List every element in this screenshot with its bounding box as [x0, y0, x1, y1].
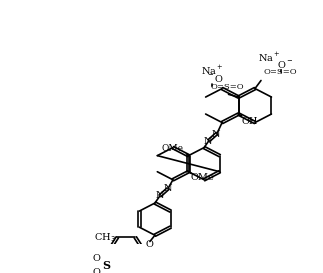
Text: O: O: [92, 268, 100, 273]
Text: N: N: [204, 137, 212, 146]
Text: N: N: [156, 191, 164, 200]
Text: N: N: [212, 130, 220, 139]
Text: OH: OH: [242, 117, 258, 126]
Text: O=S=O: O=S=O: [211, 83, 244, 91]
Text: O: O: [146, 240, 154, 249]
Text: O: O: [92, 254, 100, 263]
Text: OMe: OMe: [191, 173, 214, 182]
Text: OMe: OMe: [162, 144, 183, 153]
Text: Na$^+$: Na$^+$: [258, 51, 281, 64]
Text: CH$_3$: CH$_3$: [94, 232, 116, 244]
Text: O$^-$: O$^-$: [277, 59, 293, 70]
Text: Na$^+$: Na$^+$: [201, 64, 223, 77]
Text: O=S=O: O=S=O: [263, 68, 297, 76]
Text: S: S: [102, 260, 110, 271]
Text: $^-$O: $^-$O: [205, 73, 224, 84]
Text: N: N: [164, 184, 172, 193]
